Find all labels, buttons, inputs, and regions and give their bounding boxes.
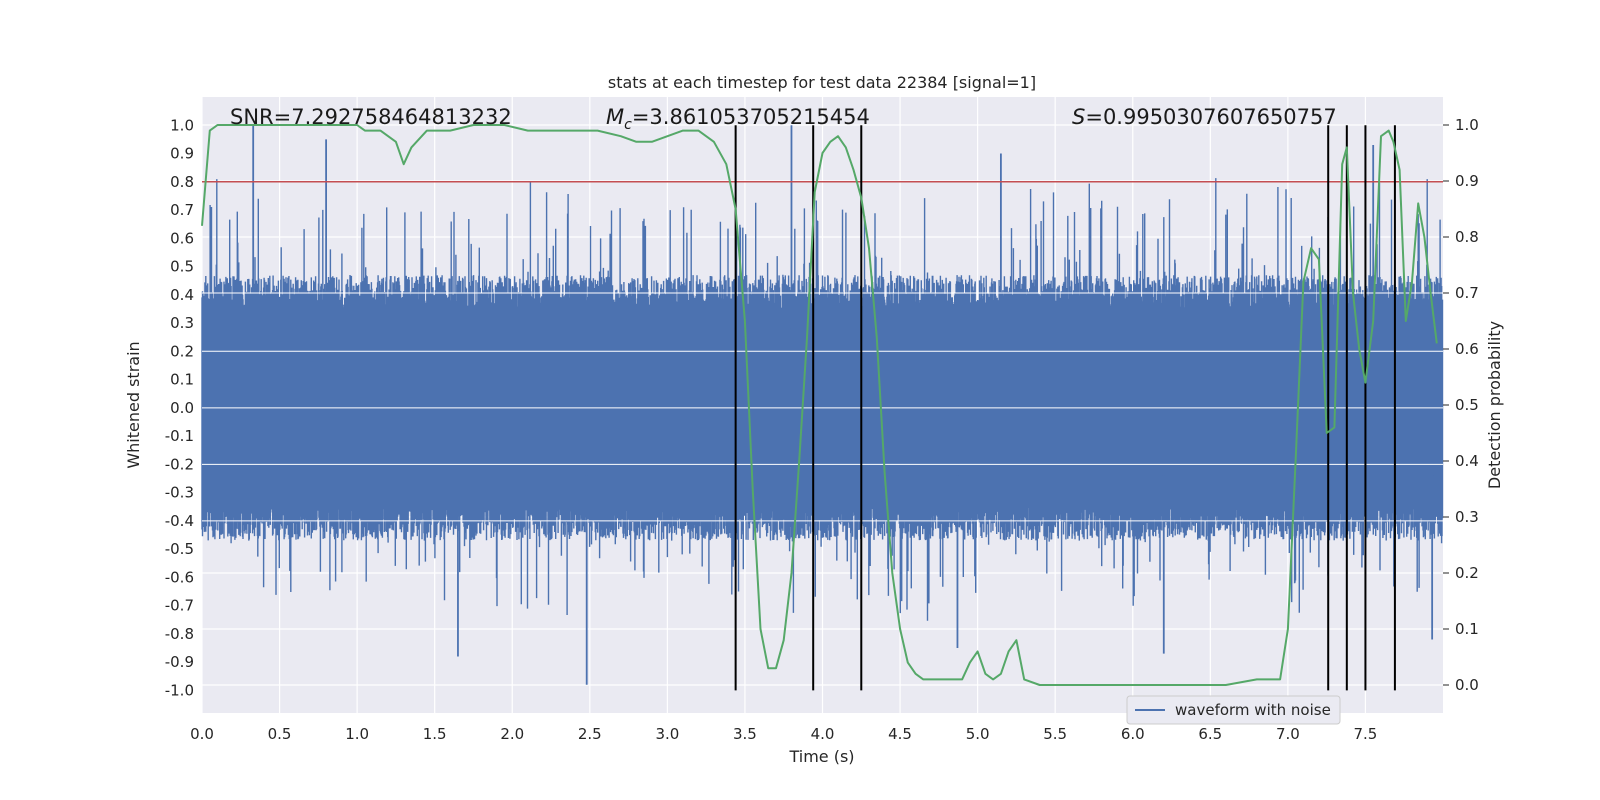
y-right-tick-label: 0.2 [1455, 564, 1479, 582]
probability-line [201, 124, 1438, 686]
y-axis-label: Whitened strain [124, 341, 143, 468]
y-tick-label: 0.1 [170, 371, 194, 389]
s-value: =0.9950307607650757 [1085, 105, 1336, 129]
y-tick-label: -0.3 [165, 484, 194, 502]
y-right-tick-label: 0.6 [1455, 340, 1479, 358]
legend-label: waveform with noise [1175, 701, 1331, 719]
y-right-tick-label: 0.0 [1455, 676, 1479, 694]
snr-annotation: SNR=7.292758464813232 [230, 105, 512, 129]
y-tick-label: 0.8 [170, 173, 194, 191]
y-right-tick-label: 0.5 [1455, 396, 1479, 414]
s-annotation: S=0.9950307607650757 [1072, 105, 1337, 129]
strain-core [202, 328, 1443, 476]
s-symbol: S [1072, 105, 1085, 129]
chart-title: stats at each timestep for test data 223… [608, 73, 1036, 92]
x-tick-label: 4.5 [888, 725, 912, 743]
y-tick-label: -0.2 [165, 455, 194, 473]
x-tick-label: 2.0 [500, 725, 524, 743]
y-tick-label: 0.9 [170, 145, 194, 163]
x-tick-label: 0.5 [268, 725, 292, 743]
legend: waveform with noise [1126, 695, 1341, 725]
y-right-tick-label: 0.8 [1455, 228, 1479, 246]
x-tick-label: 3.0 [655, 725, 679, 743]
y-tick-label: 0.0 [170, 399, 194, 417]
y-tick-label: -0.7 [165, 597, 194, 615]
x-tick-labels: 0.0 0.5 1.0 1.5 2.0 2.5 3.0 3.5 4.0 4.5 5.0 5.5 6.0 6… [190, 725, 1377, 743]
y-tick-labels: 1.0 0.9 0.8 0.7 0.6 0.5 0.4 0.3 0.2 0.1 0.0 -0.1 -0.… [165, 116, 194, 699]
x-tick-label: 2.5 [578, 725, 602, 743]
x-tick-label: 5.0 [966, 725, 990, 743]
x-tick-label: 7.5 [1354, 725, 1378, 743]
chirp-mass-subscript: c [624, 117, 632, 133]
y-tick-label: -0.9 [165, 653, 194, 671]
x-tick-label: 1.0 [345, 725, 369, 743]
x-tick-label: 0.0 [190, 725, 214, 743]
y-right-tick-label: 0.7 [1455, 284, 1479, 302]
y-tick-label: 0.2 [170, 342, 194, 360]
x-tick-label: 6.5 [1198, 725, 1222, 743]
legend-box [1126, 695, 1341, 725]
y-tick-label: -0.4 [165, 512, 194, 530]
strain-series [201, 125, 1444, 685]
x-tick-label: 6.0 [1121, 725, 1145, 743]
y-tick-label: 1.0 [170, 116, 194, 134]
y-right-tick-labels: 1.0 0.9 0.8 0.7 0.6 0.5 0.4 0.3 0.2 0.1 0.0 [1443, 116, 1479, 694]
x-tick-label: 1.5 [423, 725, 447, 743]
y-tick-label: -0.5 [165, 540, 194, 558]
y-tick-label: 0.3 [170, 314, 194, 332]
x-tick-label: 4.0 [811, 725, 835, 743]
y-right-tick-label: 0.1 [1455, 620, 1479, 638]
probability-series [201, 124, 1438, 686]
y-tick-label: -0.8 [165, 625, 194, 643]
chirp-mass-annotation: Mc=3.861053705215454 [606, 105, 870, 133]
y-right-tick-label: 0.9 [1455, 172, 1479, 190]
y-tick-label: 0.7 [170, 201, 194, 219]
x-tick-label: 3.5 [733, 725, 757, 743]
x-tick-label: 7.0 [1276, 725, 1300, 743]
y-tick-label: 0.4 [170, 286, 194, 304]
y-right-tick-label: 0.4 [1455, 452, 1479, 470]
y-tick-label: -1.0 [165, 681, 194, 699]
y-right-tick-label: 1.0 [1455, 116, 1479, 134]
y-tick-label: -0.1 [165, 427, 194, 445]
chirp-mass-symbol: M [606, 105, 624, 129]
y-right-axis-label: Detection probability [1485, 321, 1504, 489]
y-tick-label: 0.5 [170, 258, 194, 276]
y-right-tick-label: 0.3 [1455, 508, 1479, 526]
chirp-mass-value: =3.861053705215454 [632, 105, 870, 129]
y-tick-label: -0.6 [165, 568, 194, 586]
x-tick-label: 5.5 [1043, 725, 1067, 743]
x-axis-label: Time (s) [788, 747, 854, 766]
y-tick-label: 0.6 [170, 229, 194, 247]
